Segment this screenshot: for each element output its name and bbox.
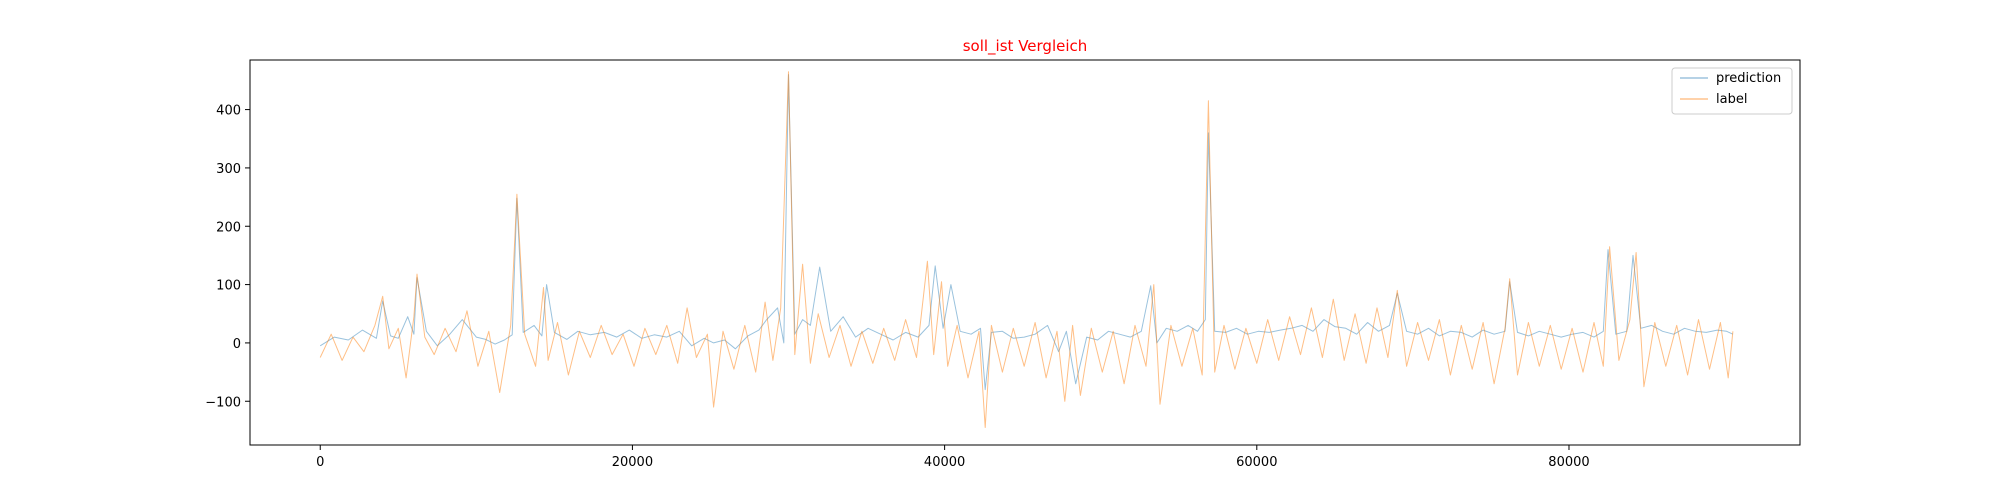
legend-box — [1671, 67, 1793, 115]
y-tick-label: 400 — [216, 104, 241, 119]
series-line-prediction — [319, 74, 1734, 391]
x-tick-label: 40000 — [924, 455, 965, 470]
chart-title: soll_ist Vergleich — [963, 37, 1088, 56]
plot-frame — [249, 59, 1801, 446]
legend-label-label: label — [1716, 92, 1747, 107]
y-tick-label: 100 — [216, 279, 241, 294]
y-axis: −100 0 100 200 300 400 — [205, 104, 250, 410]
x-tick-label: 80000 — [1548, 455, 1589, 470]
y-tick-label: −100 — [205, 395, 241, 410]
x-axis: 0 20000 40000 60000 80000 — [316, 445, 1590, 470]
series-line-label — [319, 71, 1734, 428]
x-tick-label: 0 — [316, 455, 324, 470]
y-tick-label: 300 — [216, 162, 241, 177]
y-tick-label: 0 — [233, 337, 241, 352]
series-layer — [319, 71, 1734, 428]
legend: prediction label — [1671, 67, 1793, 115]
legend-label-prediction: prediction — [1716, 71, 1781, 86]
y-tick-label: 200 — [216, 220, 241, 235]
x-tick-label: 60000 — [1236, 455, 1277, 470]
x-tick-label: 20000 — [612, 455, 653, 470]
